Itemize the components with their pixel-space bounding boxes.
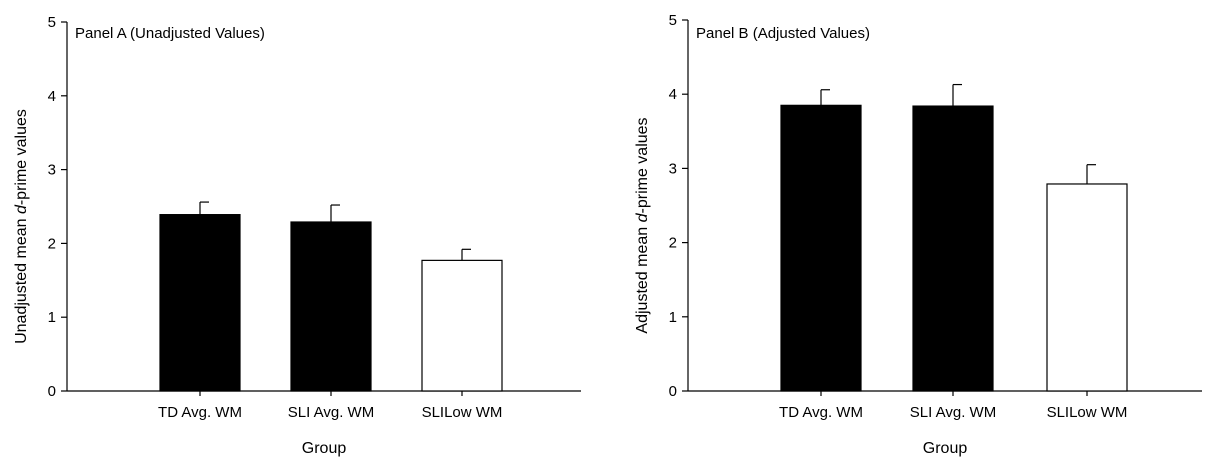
- panel-b-chart: 0 1 2 3 4 5 TD Avg. WM SLI Avg. WM SLILow WM Grou…: [634, 12, 1202, 457]
- panel-b-y-axis-title: Adjusted mean d-prime values: [634, 117, 651, 333]
- panel-a-y-tick-label: 3: [48, 162, 56, 179]
- panel-b-category-label: TD Avg. WM: [779, 404, 863, 421]
- panel-a-title: Panel A (Unadjusted Values): [75, 25, 265, 42]
- panel-a-y-tick-label: 4: [48, 88, 56, 105]
- panel-a-category-label: SLILow WM: [422, 404, 503, 421]
- panel-b-y-tick-label: 0: [669, 383, 677, 400]
- panel-a-category-label: SLI Avg. WM: [288, 404, 374, 421]
- panel-a-y-axis-title-part: d: [13, 204, 30, 214]
- panel-a-y-tick-label: 5: [48, 14, 56, 31]
- panel-a-bar-3: [421, 259, 503, 392]
- panel-b-y-axis-title-part: d: [634, 212, 651, 222]
- panel-b-y-tick-label: 1: [669, 309, 677, 326]
- panel-a-y-tick-label: 2: [48, 235, 56, 252]
- panel-b-category-label: SLILow WM: [1047, 404, 1128, 421]
- panel-b-bar-1: [780, 104, 862, 392]
- panel-b-y-tick-label: 4: [669, 86, 677, 103]
- panel-b-category-label: SLI Avg. WM: [910, 404, 996, 421]
- panel-a-bar-1: [159, 214, 241, 392]
- panel-b-y-tick-label: 3: [669, 160, 677, 177]
- panel-b-bar-2: [912, 105, 994, 392]
- panel-b-y-axis-title-part: Adjusted mean: [634, 222, 651, 333]
- panel-a-y-axis-title-part: Unadjusted mean: [13, 214, 30, 344]
- panel-b-title: Panel B (Adjusted Values): [696, 25, 870, 42]
- panel-a-y-tick-label: 0: [48, 383, 56, 400]
- panel-a-category-label: TD Avg. WM: [158, 404, 242, 421]
- panel-b-y-axis-title-part: -prime values: [634, 117, 651, 213]
- panel-a-bar-2: [290, 221, 372, 392]
- panel-a-y-axis-title: Unadjusted mean d-prime values: [13, 109, 30, 344]
- panel-a-x-axis-title: Group: [302, 440, 347, 457]
- panel-a-y-axis-title-part: -prime values: [13, 109, 30, 205]
- panel-b-x-axis-title: Group: [923, 440, 968, 457]
- panel-b-y-tick-label: 5: [669, 12, 677, 29]
- panel-b-y-tick-label: 2: [669, 235, 677, 252]
- panel-a-y-tick-label: 1: [48, 309, 56, 326]
- panel-b-bar-3: [1046, 183, 1128, 392]
- panel-a-chart: 0 1 2 3 4 5 TD Avg. WM SLI Avg. WM SLILow WM Grou…: [13, 14, 581, 457]
